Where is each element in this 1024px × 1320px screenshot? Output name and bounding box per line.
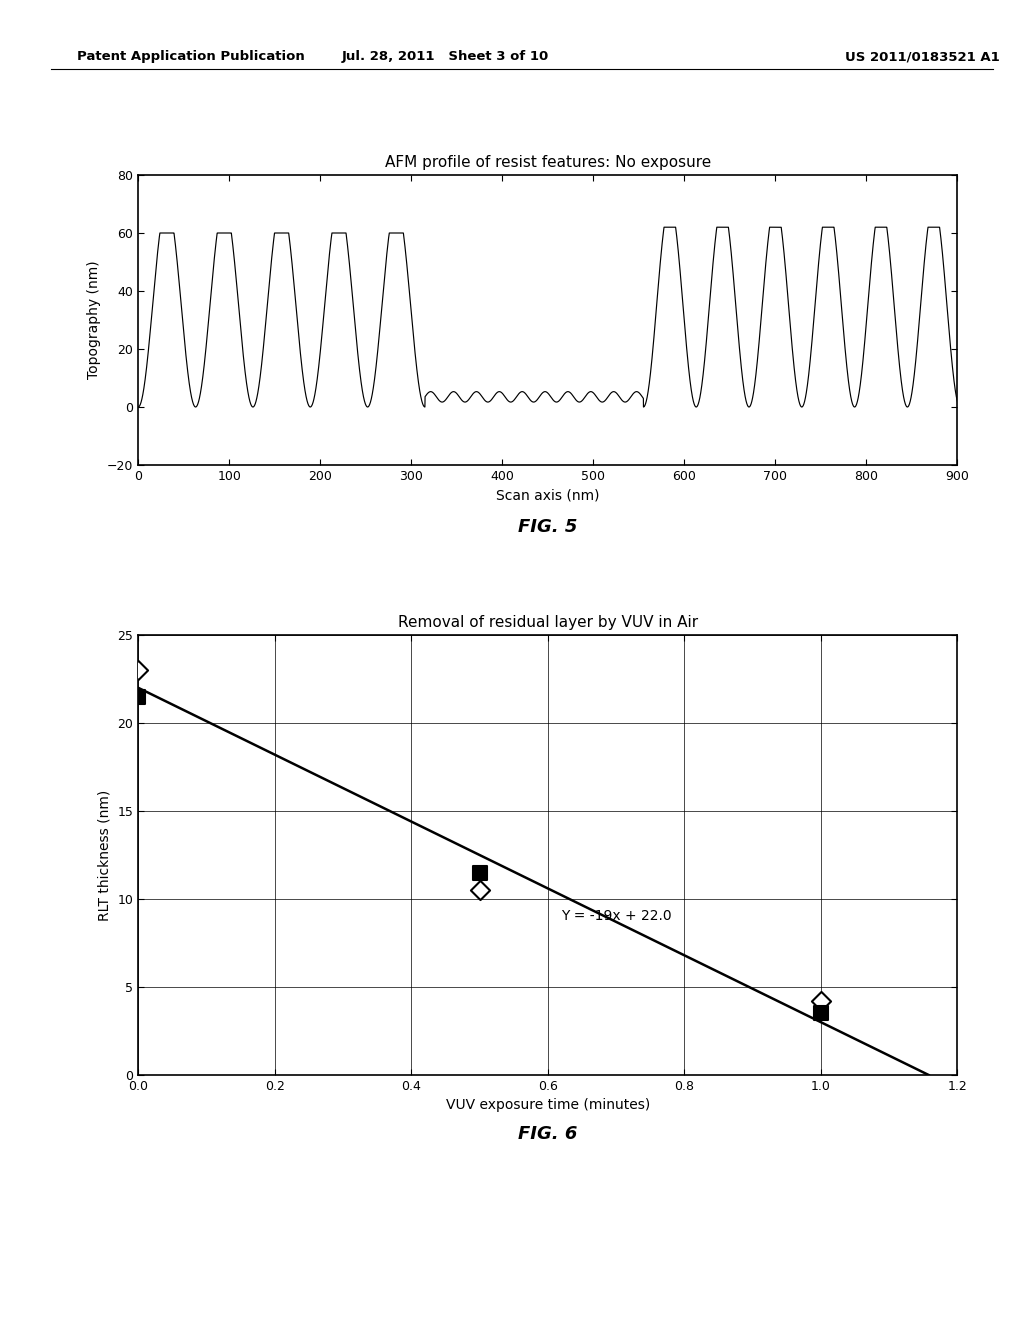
Text: Y = -19x + 22.0: Y = -19x + 22.0 bbox=[561, 909, 672, 923]
Point bbox=[130, 660, 146, 681]
X-axis label: Scan axis (nm): Scan axis (nm) bbox=[496, 488, 600, 503]
Text: Patent Application Publication: Patent Application Publication bbox=[77, 50, 304, 63]
Text: Jul. 28, 2011   Sheet 3 of 10: Jul. 28, 2011 Sheet 3 of 10 bbox=[342, 50, 549, 63]
Point bbox=[813, 990, 829, 1011]
Y-axis label: Topography (nm): Topography (nm) bbox=[87, 260, 101, 379]
Point bbox=[130, 686, 146, 708]
Y-axis label: RLT thickness (nm): RLT thickness (nm) bbox=[98, 789, 112, 920]
X-axis label: VUV exposure time (minutes): VUV exposure time (minutes) bbox=[445, 1098, 650, 1113]
Text: FIG. 5: FIG. 5 bbox=[518, 517, 578, 536]
Title: AFM profile of resist features: No exposure: AFM profile of resist features: No expos… bbox=[385, 154, 711, 170]
Point bbox=[471, 879, 487, 900]
Text: US 2011/0183521 A1: US 2011/0183521 A1 bbox=[845, 50, 999, 63]
Text: FIG. 6: FIG. 6 bbox=[518, 1125, 578, 1143]
Point bbox=[471, 862, 487, 883]
Title: Removal of residual layer by VUV in Air: Removal of residual layer by VUV in Air bbox=[397, 615, 698, 630]
Point bbox=[813, 1003, 829, 1024]
